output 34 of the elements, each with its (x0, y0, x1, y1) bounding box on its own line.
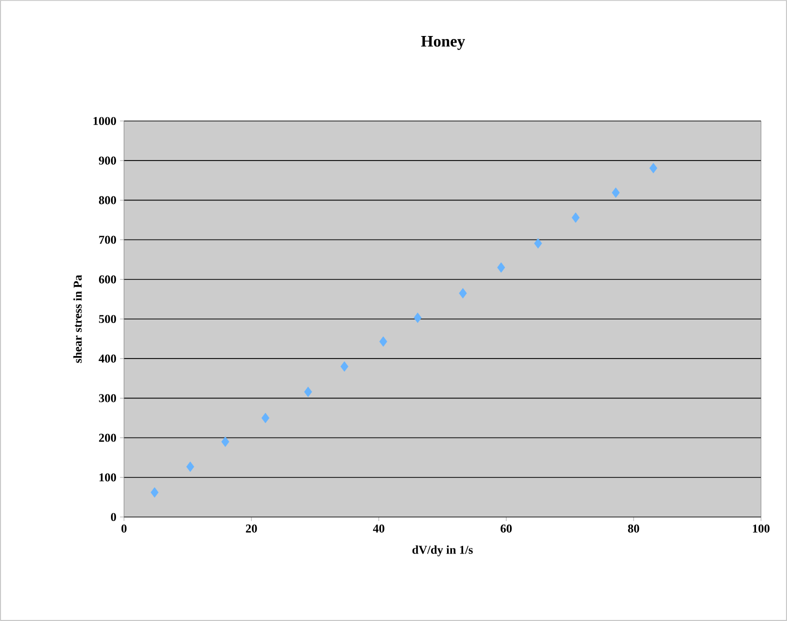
y-tick-label: 800 (98, 196, 116, 204)
x-tick-label: 80 (628, 524, 640, 533)
point (221, 436, 230, 447)
x-tick-label: 60 (500, 524, 512, 533)
y-tick-label: 1000 (94, 116, 116, 126)
y-tick-label: 200 (99, 434, 116, 442)
y-tick-label: 700 (99, 236, 116, 244)
y-tick-label: 0 (110, 512, 116, 522)
y-tick-label: 100 (100, 473, 116, 482)
y-tick-label: 500 (99, 314, 116, 324)
y-tick-label: 600 (98, 275, 116, 284)
point (649, 162, 658, 174)
chart-title: Honey (421, 36, 465, 50)
y-axis-title: shear stress in Pa (73, 274, 82, 363)
x-axis-title: dV/dy in 1/s (412, 545, 473, 556)
point (497, 262, 506, 273)
point (414, 312, 422, 323)
point (572, 212, 580, 223)
x-tick-label: 0 (121, 524, 127, 533)
point (379, 336, 388, 347)
x-tick-label: 20 (246, 524, 257, 533)
y-tick-label: 300 (99, 394, 116, 402)
point (261, 412, 270, 424)
point (340, 361, 348, 372)
y-tick-label: 900 (98, 156, 116, 165)
point (458, 288, 467, 298)
point (612, 187, 620, 198)
x-tick-label: 40 (372, 524, 384, 533)
x-tick-label: 100 (752, 524, 770, 533)
point (534, 238, 542, 249)
point (186, 461, 194, 472)
y-tick-label: 400 (98, 354, 116, 363)
point (150, 487, 159, 498)
point (304, 386, 312, 398)
